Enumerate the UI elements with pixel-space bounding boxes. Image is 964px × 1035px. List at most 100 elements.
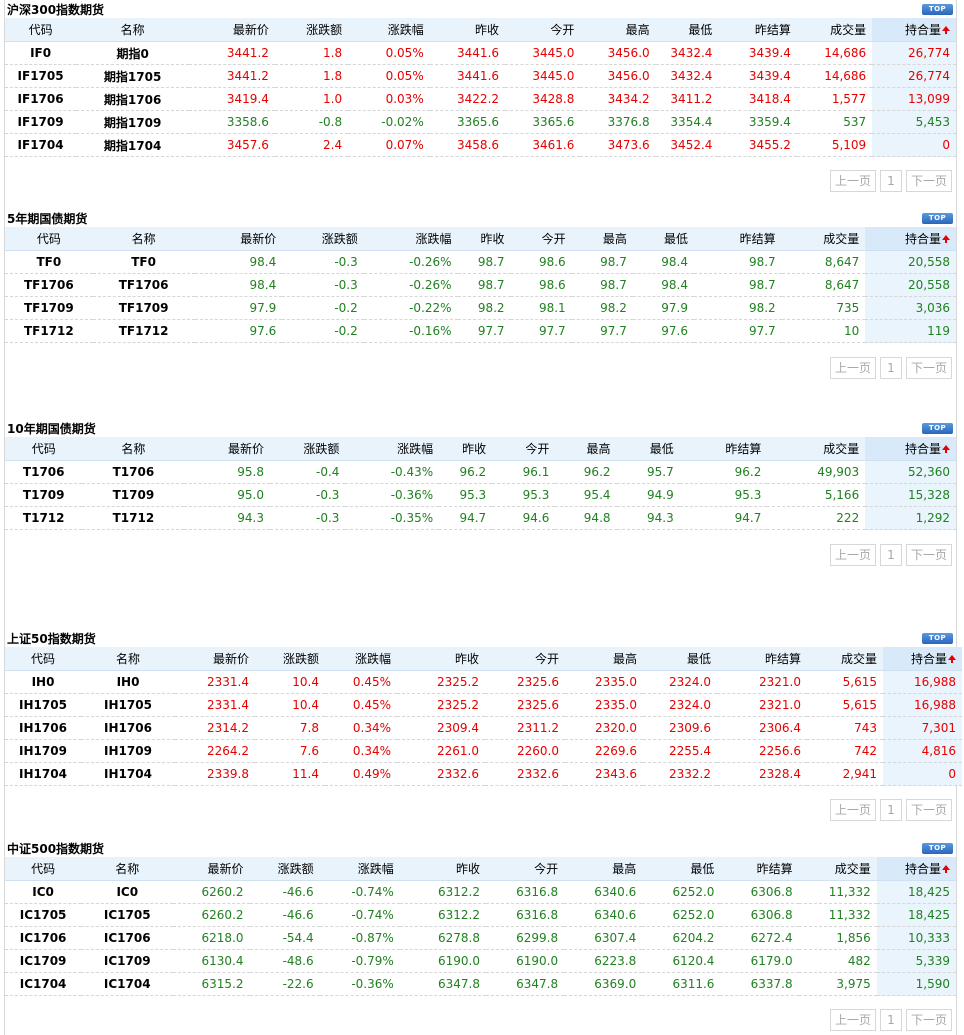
table-row[interactable]: IH0 IH0 2331.4 10.4 0.45% 2325.2 2325.6 2335.0 2…	[5, 670, 962, 694]
cell-prev-settle: 3418.4	[718, 87, 797, 111]
table-row[interactable]: T1712 T1712 94.3 -0.3 -0.35% 94.7 94.6 94.8 94.3…	[5, 506, 956, 530]
table-row[interactable]: IH1704 IH1704 2339.8 11.4 0.49% 2332.6 2332.6 2…	[5, 762, 962, 786]
cell-code[interactable]: IC1704	[5, 972, 82, 996]
column-header-oi[interactable]: 持合量	[876, 857, 956, 881]
cell-code[interactable]: IF1704	[5, 133, 77, 157]
table-row[interactable]: T1706 T1706 95.8 -0.4 -0.43% 96.2 96.1 96.2 95.7…	[5, 460, 956, 484]
cell-code[interactable]: IF1709	[5, 110, 77, 134]
cell-code[interactable]: IH1709	[5, 739, 81, 763]
back-to-top-button[interactable]: TOP	[922, 633, 953, 644]
table-row[interactable]: IC0 IC0 6260.2 -46.6 -0.74% 6312.2 6316.8 6340.…	[5, 880, 956, 904]
cell-code[interactable]: TF0	[5, 250, 93, 274]
column-header-oi[interactable]: 持合量	[872, 18, 956, 42]
cell-code[interactable]: IF1705	[5, 64, 77, 88]
table-row[interactable]: IC1705 IC1705 6260.2 -46.6 -0.74% 6312.2 6316.…	[5, 903, 956, 927]
table-row[interactable]: IC1706 IC1706 6218.0 -54.4 -0.87% 6278.8 6299.…	[5, 926, 956, 950]
cell-name[interactable]: 期指1706	[76, 87, 190, 111]
cell-name[interactable]: TF1706	[92, 273, 195, 297]
table-row[interactable]: IH1705 IH1705 2331.4 10.4 0.45% 2325.2 2325.6 2…	[5, 693, 962, 717]
sort-arrow-up-icon[interactable]	[942, 865, 950, 873]
back-to-top-button[interactable]: TOP	[922, 4, 953, 15]
cell-name[interactable]: IH1704	[81, 762, 175, 786]
cell-code[interactable]: TF1709	[5, 296, 93, 320]
prev-page-button[interactable]: 上一页	[830, 357, 876, 379]
table-row[interactable]: TF0 TF0 98.4 -0.3 -0.26% 98.7 98.6 98.7 98.4 98.7…	[5, 250, 956, 274]
cell-code[interactable]: IH1704	[5, 762, 81, 786]
cell-name[interactable]: T1709	[82, 483, 185, 507]
cell-name[interactable]: TF1712	[92, 319, 195, 343]
cell-code[interactable]: TF1712	[5, 319, 93, 343]
table-row[interactable]: IH1706 IH1706 2314.2 7.8 0.34% 2309.4 2311.2 23…	[5, 716, 962, 740]
cell-code[interactable]: IH1706	[5, 716, 81, 740]
table-row[interactable]: IF1709 期指1709 3358.6 -0.8 -0.02% 3365.6 3365.6…	[5, 110, 956, 134]
back-to-top-button[interactable]: TOP	[922, 423, 953, 434]
cell-name[interactable]: 期指1709	[76, 110, 190, 134]
column-header-oi[interactable]: 持合量	[865, 437, 956, 461]
cell-name[interactable]: IC1706	[81, 926, 174, 950]
cell-code[interactable]: IC1709	[5, 949, 82, 973]
cell-code[interactable]: IF0	[5, 41, 77, 65]
next-page-button[interactable]: 下一页	[906, 799, 952, 821]
table-row[interactable]: IF1705 期指1705 3441.2 1.8 0.05% 3441.6 3445.0 34…	[5, 64, 956, 88]
prev-page-button[interactable]: 上一页	[830, 544, 876, 566]
cell-code[interactable]: IF1706	[5, 87, 77, 111]
back-to-top-button[interactable]: TOP	[922, 843, 953, 854]
prev-page-button[interactable]: 上一页	[830, 1009, 876, 1031]
table-row[interactable]: TF1712 TF1712 97.6 -0.2 -0.16% 97.7 97.7 97.7 97…	[5, 319, 956, 343]
next-page-button[interactable]: 下一页	[906, 544, 952, 566]
cell-name[interactable]: TF1709	[92, 296, 195, 320]
cell-name[interactable]: TF0	[92, 250, 195, 274]
sort-arrow-up-icon[interactable]	[942, 26, 950, 34]
page-number-button[interactable]: 1	[880, 170, 902, 192]
table-row[interactable]: IF0 期指0 3441.2 1.8 0.05% 3441.6 3445.0 3456.0 34…	[5, 41, 956, 65]
page-number-button[interactable]: 1	[880, 1009, 902, 1031]
cell-code[interactable]: IC1706	[5, 926, 82, 950]
cell-code[interactable]: IH1705	[5, 693, 81, 717]
cell-code[interactable]: T1712	[5, 506, 83, 530]
table-row[interactable]: IC1709 IC1709 6130.4 -48.6 -0.79% 6190.0 6190.…	[5, 949, 956, 973]
prev-page-button[interactable]: 上一页	[830, 170, 876, 192]
cell-code[interactable]: IH0	[5, 670, 81, 694]
cell-name[interactable]: 期指1705	[76, 64, 190, 88]
table-row[interactable]: TF1709 TF1709 97.9 -0.2 -0.22% 98.2 98.1 98.2 97…	[5, 296, 956, 320]
sort-arrow-up-icon[interactable]	[942, 445, 950, 453]
page-number-button[interactable]: 1	[880, 799, 902, 821]
cell-name[interactable]: IH0	[81, 670, 175, 694]
column-header-label: 最高	[602, 232, 627, 246]
sort-arrow-up-icon[interactable]	[948, 655, 956, 663]
back-to-top-button[interactable]: TOP	[922, 213, 953, 224]
cell-code[interactable]: T1706	[5, 460, 83, 484]
next-page-button[interactable]: 下一页	[906, 357, 952, 379]
cell-chg: 2.4	[274, 133, 349, 157]
table-row[interactable]: IF1704 期指1704 3457.6 2.4 0.07% 3458.6 3461.6 34…	[5, 133, 956, 157]
table-row[interactable]: TF1706 TF1706 98.4 -0.3 -0.26% 98.7 98.6 98.7 98…	[5, 273, 956, 297]
cell-name[interactable]: IH1709	[81, 739, 175, 763]
page-number-button[interactable]: 1	[880, 544, 902, 566]
cell-name[interactable]: IC0	[81, 880, 174, 904]
column-header-label: 涨跌额	[303, 442, 340, 456]
cell-code[interactable]: TF1706	[5, 273, 93, 297]
table-row[interactable]: IH1709 IH1709 2264.2 7.6 0.34% 2261.0 2260.0 22…	[5, 739, 962, 763]
next-page-button[interactable]: 下一页	[906, 170, 952, 192]
cell-name[interactable]: 期指1704	[76, 133, 190, 157]
cell-code[interactable]: T1709	[5, 483, 83, 507]
cell-code[interactable]: IC0	[5, 880, 82, 904]
cell-name[interactable]: IH1706	[81, 716, 175, 740]
cell-name[interactable]: 期指0	[76, 41, 190, 65]
cell-code[interactable]: IC1705	[5, 903, 82, 927]
cell-name[interactable]: IC1704	[81, 972, 174, 996]
cell-name[interactable]: IC1705	[81, 903, 174, 927]
table-row[interactable]: IF1706 期指1706 3419.4 1.0 0.03% 3422.2 3428.8 34…	[5, 87, 956, 111]
cell-name[interactable]: IH1705	[81, 693, 175, 717]
cell-name[interactable]: IC1709	[81, 949, 174, 973]
table-row[interactable]: T1709 T1709 95.0 -0.3 -0.36% 95.3 95.3 95.4 94.9…	[5, 483, 956, 507]
cell-name[interactable]: T1706	[82, 460, 185, 484]
table-row[interactable]: IC1704 IC1704 6315.2 -22.6 -0.36% 6347.8 6347.…	[5, 972, 956, 996]
next-page-button[interactable]: 下一页	[906, 1009, 952, 1031]
cell-name[interactable]: T1712	[82, 506, 185, 530]
column-header-oi[interactable]: 持合量	[865, 227, 956, 251]
page-number-button[interactable]: 1	[880, 357, 902, 379]
column-header-oi[interactable]: 持合量	[883, 647, 962, 671]
prev-page-button[interactable]: 上一页	[830, 799, 876, 821]
sort-arrow-up-icon[interactable]	[942, 235, 950, 243]
